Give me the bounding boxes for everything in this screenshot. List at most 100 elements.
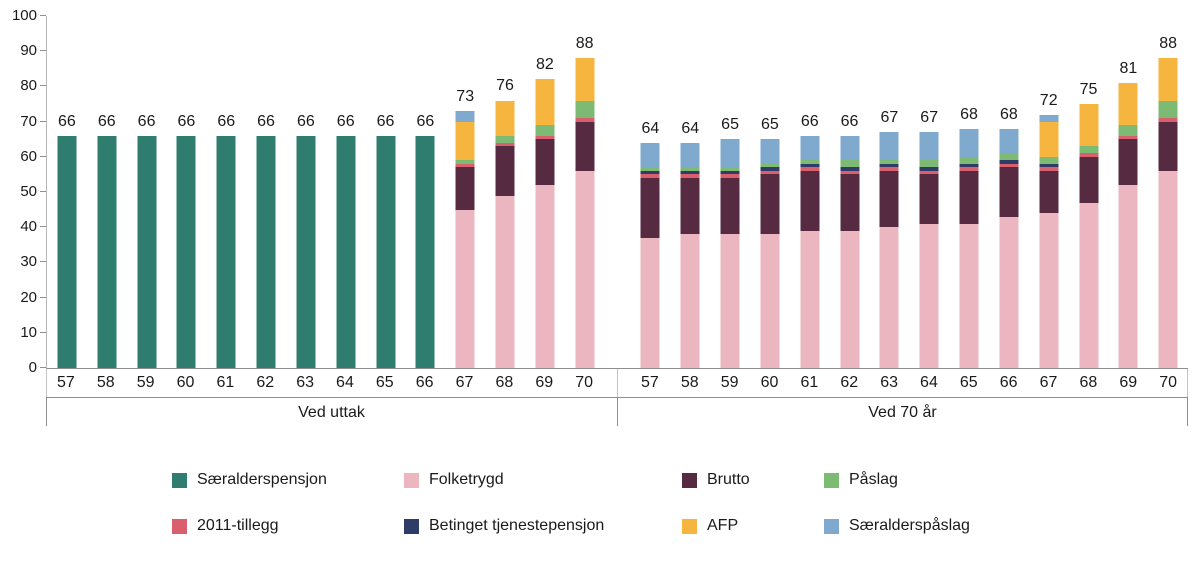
category-label: 67 [455, 374, 474, 391]
bar-segment-tillegg-2011 [1158, 118, 1178, 122]
bar-segment-afp [575, 58, 595, 101]
category-label: 68 [1079, 374, 1098, 391]
bar-segment-paaslag [1039, 156, 1059, 164]
bar-segment-folketrygd [1118, 184, 1138, 368]
bar-segment-tillegg-2011 [999, 163, 1019, 168]
category-labels-panel-2: 57 58 59 60 61 62 63 64 65 66 67 68 69 70 [630, 369, 1188, 397]
bar-segment-paaslag [1158, 100, 1178, 119]
bar-segment-brutto [919, 174, 939, 224]
bar-segment-folketrygd [495, 195, 515, 368]
bar-segment-tillegg-2011 [800, 167, 820, 171]
bar-segment-folketrygd [640, 237, 660, 368]
bar-total-label: 67 [880, 109, 899, 127]
legend-swatch-brutto [682, 472, 697, 488]
y-tick-label: 100 [11, 7, 37, 24]
bar-total-label: 68 [960, 105, 978, 123]
legend-item-saeralderspaaslag: Særalderspåslag [824, 516, 1024, 536]
bar-total-label: 66 [58, 112, 76, 130]
y-tick-label: 80 [20, 77, 37, 95]
bar-slot: 65 [710, 16, 750, 368]
bar-segment-betinget-tjenestepensjon [959, 163, 979, 168]
bar-segment-tillegg-2011 [919, 170, 939, 175]
category-label: 70 [1159, 374, 1177, 391]
legend-label: AFP [707, 517, 739, 534]
stacked-bar [640, 142, 660, 368]
bar-total-label: 88 [575, 35, 594, 53]
bar-segment-folketrygd [1079, 202, 1099, 368]
bar-total-label: 67 [920, 109, 939, 127]
bar-segment-brutto [999, 167, 1019, 217]
category-label: 65 [375, 374, 394, 391]
legend-item-saeralderspensjon: Særalderspensjon [172, 470, 404, 490]
bar-segment-folketrygd [919, 223, 939, 368]
bar-segment-paaslag [1079, 146, 1099, 154]
stacked-bar [256, 135, 276, 368]
bar-slot: 75 [1069, 16, 1109, 368]
bar-segment-tillegg-2011 [720, 174, 740, 178]
bar-segment-paaslag [919, 160, 939, 168]
category-label: 70 [575, 374, 593, 391]
y-tick-mark [40, 50, 46, 52]
stacked-bar [959, 128, 979, 368]
bar-segment-betinget-tjenestepensjon [1039, 163, 1059, 168]
bar-segment-tillegg-2011 [680, 174, 700, 178]
panel-2: 64 64 65 65 66 66 67 67 68 68 72 75 81 88 [631, 16, 1189, 368]
bar-segment-brutto [535, 139, 555, 185]
bar-segment-folketrygd [879, 227, 899, 368]
bar-slot: 68 [949, 16, 989, 368]
bar-segment-saeralderspaaslag [720, 139, 740, 168]
bar-segment-paaslag [680, 167, 700, 171]
bar-segment-betinget-tjenestepensjon [760, 167, 780, 171]
bar-slot: 64 [631, 16, 671, 368]
y-tick-mark [40, 15, 46, 16]
y-tick-mark [40, 331, 46, 333]
bar-slot: 64 [670, 16, 710, 368]
stacked-bar [1039, 114, 1059, 368]
category-label: 59 [720, 374, 739, 391]
bar-segment-folketrygd [1158, 170, 1178, 368]
category-label: 57 [57, 374, 75, 391]
legend-label: Betinget tjenestepensjon [429, 517, 605, 534]
y-tick-mark [40, 296, 46, 298]
stacked-bar [1158, 58, 1178, 368]
bar-slot: 66 [246, 16, 286, 368]
bar-segment-paaslag [1118, 125, 1138, 136]
bar-segment-betinget-tjenestepensjon [680, 170, 700, 175]
stacked-bar [97, 135, 117, 368]
bar-segment-saeralderspaaslag [999, 128, 1019, 154]
stacked-bar [455, 111, 475, 368]
legend-swatch-betinget-tjenestepensjon [404, 518, 419, 534]
bar-slot: 66 [166, 16, 206, 368]
bar-segment-folketrygd [575, 170, 595, 368]
stacked-bar [376, 135, 396, 368]
stacked-bar [720, 139, 740, 368]
bar-total-label: 66 [840, 112, 859, 130]
bar-total-label: 72 [1039, 91, 1058, 109]
category-label: 64 [920, 374, 938, 391]
stacked-bar [575, 58, 595, 368]
bar-slot: 66 [47, 16, 87, 368]
bar-slot: 66 [127, 16, 167, 368]
stacked-bar [800, 135, 820, 368]
axis-tick [1187, 369, 1188, 397]
bar-slot: 66 [830, 16, 870, 368]
legend-swatch-afp [682, 518, 697, 534]
legend-label: 2011-tillegg [197, 517, 279, 534]
bar-segment-brutto [1158, 121, 1178, 171]
y-tick-mark [40, 261, 46, 263]
bar-segment-brutto [879, 170, 899, 228]
bar-segment-folketrygd [800, 230, 820, 368]
stacked-bar [216, 135, 236, 368]
bar-segment-tillegg-2011 [575, 118, 595, 122]
bar-segment-betinget-tjenestepensjon [879, 163, 899, 168]
bar-segment-paaslag [959, 156, 979, 164]
bar-segment-folketrygd [535, 184, 555, 368]
bar-segment-brutto [1118, 139, 1138, 185]
stacked-bar [999, 128, 1019, 368]
bar-total-label: 88 [1159, 35, 1178, 53]
bar-segment-betinget-tjenestepensjon [999, 160, 1019, 164]
category-label: 63 [296, 374, 314, 391]
panel-1: 66 66 66 66 66 66 66 66 66 66 73 76 82 88 [47, 16, 605, 368]
bar-segment-saeralderspaaslag [760, 139, 780, 164]
bar-slot: 66 [366, 16, 406, 368]
